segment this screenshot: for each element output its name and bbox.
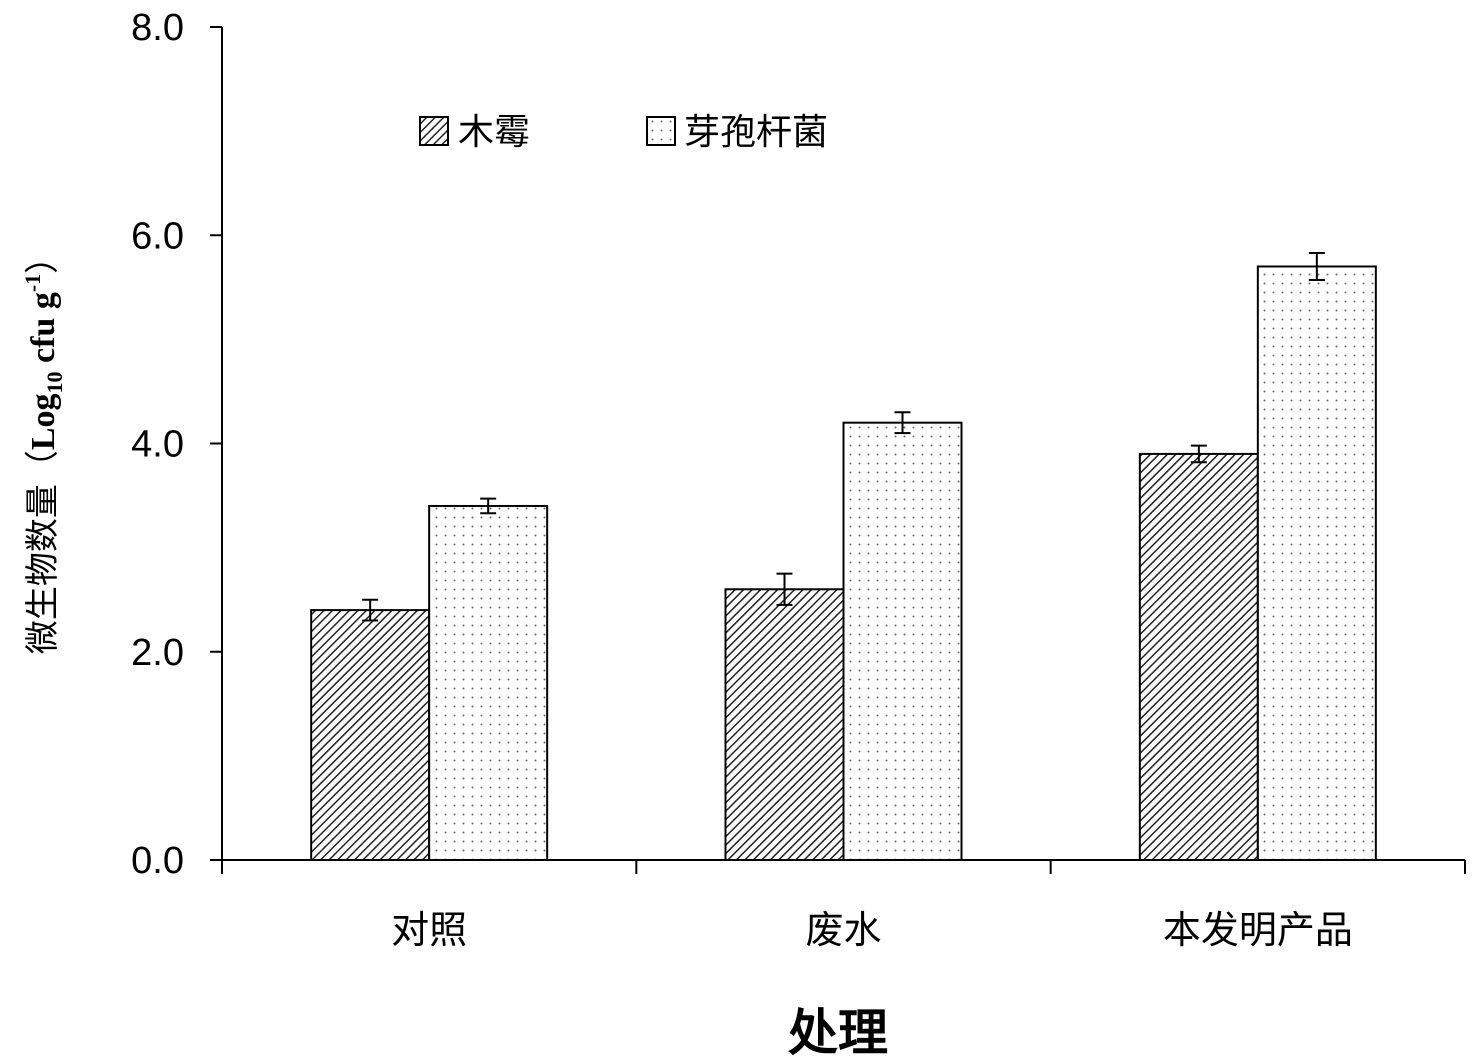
bar-series-2 xyxy=(428,504,549,861)
legend: 木霉 芽孢杆菌 xyxy=(419,112,828,153)
y-tick-label: 8.0 xyxy=(131,7,184,49)
y-tick-label: 2.0 xyxy=(131,632,184,674)
x-axis-title: 处理 xyxy=(788,1004,888,1062)
legend-label-series-2: 芽孢杆菌 xyxy=(684,112,828,153)
legend-label-series-1: 木霉 xyxy=(458,112,530,153)
y-axis-title-sup: -1 xyxy=(20,274,45,292)
y-axis-title: 微生物数量（Log10 cfu g-1） xyxy=(20,240,67,654)
legend-swatch-series-2 xyxy=(646,116,676,146)
y-axis-title-sub: 10 xyxy=(42,371,67,393)
legend-swatch-series-1 xyxy=(419,116,449,146)
y-tick-label: 6.0 xyxy=(131,215,184,257)
y-axis-title-log: Log xyxy=(25,393,62,450)
x-category-labels: 对照 废水 本发明产品 xyxy=(391,908,1353,952)
bar-series-1 xyxy=(310,609,431,861)
y-tick-label: 0.0 xyxy=(131,840,184,882)
y-tick-labels: 0.0 2.0 4.0 6.0 8.0 xyxy=(131,7,184,882)
y-tick-label: 4.0 xyxy=(131,424,184,466)
y-axis-title-suffix: ） xyxy=(23,240,63,274)
y-axis-title-prefix: 微生物数量（ xyxy=(23,450,63,654)
bar-series-2 xyxy=(842,421,963,861)
error-bars xyxy=(362,251,1325,622)
bar-series-1 xyxy=(1138,452,1259,861)
x-category-label: 本发明产品 xyxy=(1163,908,1353,952)
bar-series-2 xyxy=(1256,265,1377,861)
bars xyxy=(310,265,1377,862)
y-axis-title-unit: cfu g xyxy=(25,292,62,371)
x-category-label: 废水 xyxy=(805,908,881,952)
x-category-label: 对照 xyxy=(391,908,467,952)
bar-series-1 xyxy=(724,588,845,862)
